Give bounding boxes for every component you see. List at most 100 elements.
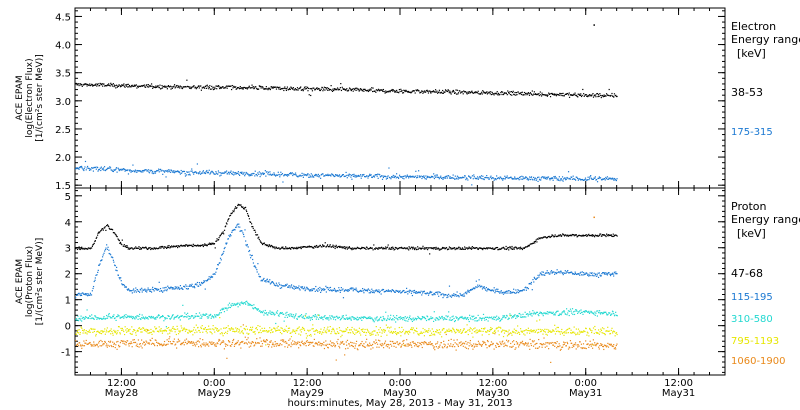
data-point: [235, 304, 237, 306]
data-point: [429, 317, 431, 320]
data-point: [563, 178, 565, 180]
data-point: [120, 280, 122, 282]
data-point: [161, 316, 163, 318]
data-point: [435, 174, 437, 176]
data-point: [601, 95, 603, 97]
data-point: [269, 246, 272, 248]
data-point: [309, 290, 311, 292]
data-point: [108, 249, 110, 251]
data-point: [551, 272, 553, 274]
data-point: [339, 87, 341, 89]
data-point: [462, 248, 464, 250]
data-point: [255, 234, 258, 236]
data-point: [356, 246, 359, 248]
data-point: [204, 314, 206, 316]
data-point: [292, 316, 294, 318]
data-point: [528, 92, 530, 95]
data-point: [228, 302, 231, 304]
data-point: [435, 248, 437, 250]
data-point: [522, 176, 524, 178]
data-point: [437, 317, 439, 320]
data-point: [259, 310, 261, 312]
data-point: [283, 285, 285, 287]
data-point: [590, 274, 592, 277]
data-point: [512, 291, 514, 293]
data-point: [235, 226, 237, 228]
data-point: [469, 290, 471, 292]
data-point: [462, 317, 464, 319]
data-point: [196, 281, 199, 284]
data-point: [305, 288, 307, 290]
data-point: [462, 295, 464, 297]
data-point: [310, 290, 312, 292]
data-point: [250, 221, 252, 223]
data-point: [558, 176, 560, 178]
data-point: [319, 89, 321, 92]
data-point: [206, 332, 208, 334]
series-795-1193: [75, 314, 618, 346]
data-point: [476, 91, 478, 94]
data-point: [498, 317, 501, 320]
data-point: [300, 247, 302, 250]
data-point: [118, 315, 120, 317]
data-point: [100, 317, 102, 319]
data-point: [554, 273, 556, 275]
data-point: [250, 255, 253, 257]
data-point: [227, 307, 229, 309]
data-point: [111, 330, 113, 333]
data-point: [402, 92, 405, 94]
data-point: [132, 248, 135, 250]
data-point: [121, 329, 123, 332]
data-point: [189, 331, 191, 333]
data-point: [555, 312, 557, 314]
data-point: [246, 245, 248, 247]
series-175-315: [75, 160, 618, 186]
data-point: [396, 173, 398, 175]
data-point: [603, 178, 605, 180]
data-point: [378, 291, 381, 294]
data-point: [121, 84, 123, 86]
data-point: [443, 317, 445, 319]
data-point: [332, 316, 334, 318]
data-point: [474, 91, 477, 93]
data-point: [156, 170, 158, 172]
data-point: [356, 88, 358, 90]
data-point: [404, 247, 406, 249]
data-point: [494, 248, 496, 250]
data-point: [302, 174, 304, 177]
data-point: [590, 234, 592, 237]
data-point: [484, 248, 486, 250]
data-point: [341, 289, 343, 291]
data-point: [119, 333, 121, 335]
data-point: [549, 93, 551, 95]
data-point: [257, 325, 259, 327]
data-point: [134, 171, 136, 173]
data-point: [334, 316, 336, 318]
data-point: [165, 247, 168, 249]
data-point: [143, 327, 145, 329]
data-point: [270, 311, 272, 313]
data-point: [250, 329, 253, 332]
data-point: [558, 234, 560, 236]
data-point: [395, 247, 398, 249]
data-point: [271, 328, 273, 330]
data-point: [236, 303, 238, 305]
data-point: [177, 246, 179, 249]
data-point: [110, 328, 112, 330]
data-point: [174, 246, 176, 248]
data-point: [302, 90, 304, 92]
data-point: [286, 86, 289, 88]
data-point: [325, 291, 327, 293]
data-point: [135, 246, 137, 248]
data-point: [486, 316, 488, 318]
data-point: [174, 316, 176, 318]
data-point: [318, 289, 320, 291]
data-point: [370, 290, 372, 293]
data-point: [95, 237, 97, 239]
data-point: [360, 289, 362, 292]
data-point: [334, 332, 336, 334]
data-point: [319, 175, 321, 177]
data-point: [522, 247, 524, 249]
data-point: [529, 178, 531, 181]
data-point: [390, 290, 392, 292]
